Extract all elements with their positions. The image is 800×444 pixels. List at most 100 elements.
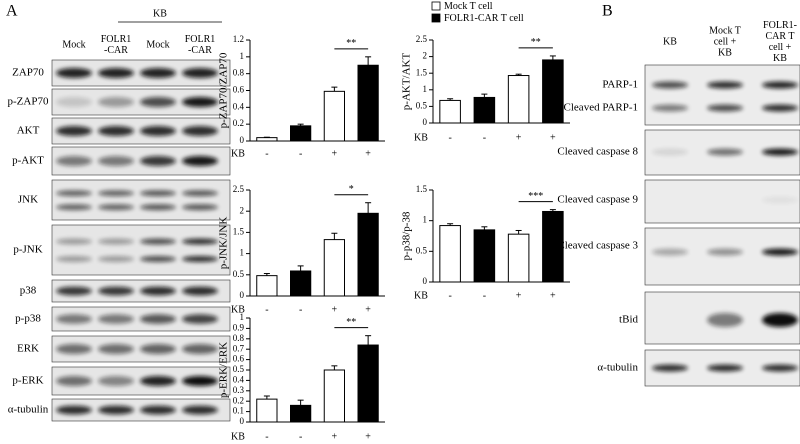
lane-label: -CAR: [188, 45, 212, 56]
y-tick-label: 2.5: [233, 184, 245, 194]
panel-letter: A: [6, 3, 18, 20]
blot-band: [98, 126, 134, 136]
y-tick-label: 2: [423, 51, 428, 61]
bar: [323, 369, 345, 423]
blot-band: [98, 286, 134, 296]
blot-band: [182, 190, 218, 197]
y-tick-label: 0.8: [233, 68, 245, 78]
blot-band: [56, 68, 92, 78]
y-tick-label: 1.5: [233, 226, 245, 236]
y-tick-label: 0: [423, 117, 428, 127]
blot-band: [56, 126, 92, 136]
blot-band: [56, 190, 92, 197]
y-tick-label: 1: [240, 312, 245, 322]
blot-band: [652, 104, 688, 112]
lane-label: cell +: [769, 42, 792, 53]
blot-band: [140, 97, 176, 107]
row-label: Cleaved caspase 9: [557, 194, 638, 206]
blot-band: [140, 126, 176, 136]
row-label: tBid: [619, 314, 638, 326]
lane-label: -CAR: [104, 45, 128, 56]
blot-band: [56, 286, 92, 296]
lane-label: KB: [773, 53, 787, 64]
x-tick-label: -: [483, 290, 486, 301]
row-label: p-p38: [15, 313, 41, 325]
x-tick-label: +: [332, 431, 338, 442]
blot-band: [98, 405, 134, 415]
blot-band: [652, 248, 688, 256]
y-tick-label: 1: [240, 51, 245, 61]
lane-label: FOLR1: [101, 34, 132, 45]
blot-band: [140, 68, 176, 78]
y-tick-label: 0.2: [233, 118, 244, 128]
blot-band: [182, 256, 218, 262]
row-label: Cleaved PARP-1: [564, 102, 638, 114]
x-tick-label: +: [365, 304, 371, 315]
significance-label: ***: [528, 191, 543, 202]
row-label: p-AKT: [12, 155, 44, 167]
significance-label: **: [346, 38, 356, 49]
blot-band: [182, 97, 218, 107]
blot-band: [182, 314, 218, 324]
y-tick-label: 0.3: [233, 385, 245, 395]
blot-band: [98, 238, 134, 245]
row-label: PARP-1: [602, 79, 638, 91]
bar: [323, 90, 345, 142]
blot-band: [140, 286, 176, 296]
row-label: α-tubulin: [8, 404, 49, 416]
x-tick-label: +: [550, 290, 556, 301]
bar: [357, 64, 379, 142]
bar: [542, 59, 564, 124]
y-tick-label: 0.1: [233, 406, 244, 416]
blot-band: [182, 344, 218, 354]
blot-band: [98, 204, 134, 211]
x-tick-label: -: [265, 431, 268, 442]
blot-band: [140, 156, 176, 166]
bar: [439, 99, 461, 124]
legend-label: Mock T cell: [444, 1, 493, 12]
y-tick-label: 0.6: [233, 85, 245, 95]
blot-band: [182, 156, 218, 166]
x-tick-label: -: [483, 132, 486, 143]
significance-label: **: [531, 37, 541, 48]
row-label: p38: [20, 285, 37, 297]
y-tick-label: 0.5: [233, 364, 245, 374]
blot-band: [182, 126, 218, 136]
x-tick-label: -: [299, 431, 302, 442]
lane-label: cell +: [714, 36, 737, 47]
y-tick-label: 0.6: [233, 354, 245, 364]
legend-label: FOLR1-CAR T cell: [444, 13, 524, 24]
x-tick-label: +: [332, 304, 338, 315]
blot-band: [762, 81, 798, 89]
row-label: p-JNK: [13, 244, 42, 256]
y-tick-label: 0: [240, 290, 245, 300]
y-tick-label: 1.5: [416, 184, 428, 194]
row-label: ZAP70: [12, 67, 44, 79]
bar: [357, 344, 379, 423]
blot-band: [140, 204, 176, 211]
y-tick-label: 0: [423, 276, 428, 286]
x-tick-label: -: [448, 132, 451, 143]
blot-band: [707, 148, 743, 156]
row-label: JNK: [18, 194, 38, 206]
y-tick-label: 0.7: [233, 343, 245, 353]
blot-band: [140, 314, 176, 324]
lane-label: Mock: [62, 39, 85, 50]
x-axis-label: KB: [414, 132, 428, 143]
blot-band: [56, 156, 92, 166]
x-tick-label: -: [299, 148, 302, 159]
blot-band: [56, 376, 92, 386]
y-axis-label: p-p38/p-38: [401, 211, 413, 260]
blot-band: [182, 204, 218, 211]
blot-strip: [51, 179, 231, 221]
x-tick-label: -: [265, 148, 268, 159]
blot-strip: [644, 64, 800, 126]
blot-band: [140, 344, 176, 354]
blot-band: [707, 248, 743, 256]
y-tick-label: 1: [240, 248, 245, 258]
x-tick-label: +: [332, 148, 338, 159]
bar: [357, 212, 379, 297]
x-tick-label: +: [516, 290, 522, 301]
row-label: AKT: [17, 125, 40, 137]
